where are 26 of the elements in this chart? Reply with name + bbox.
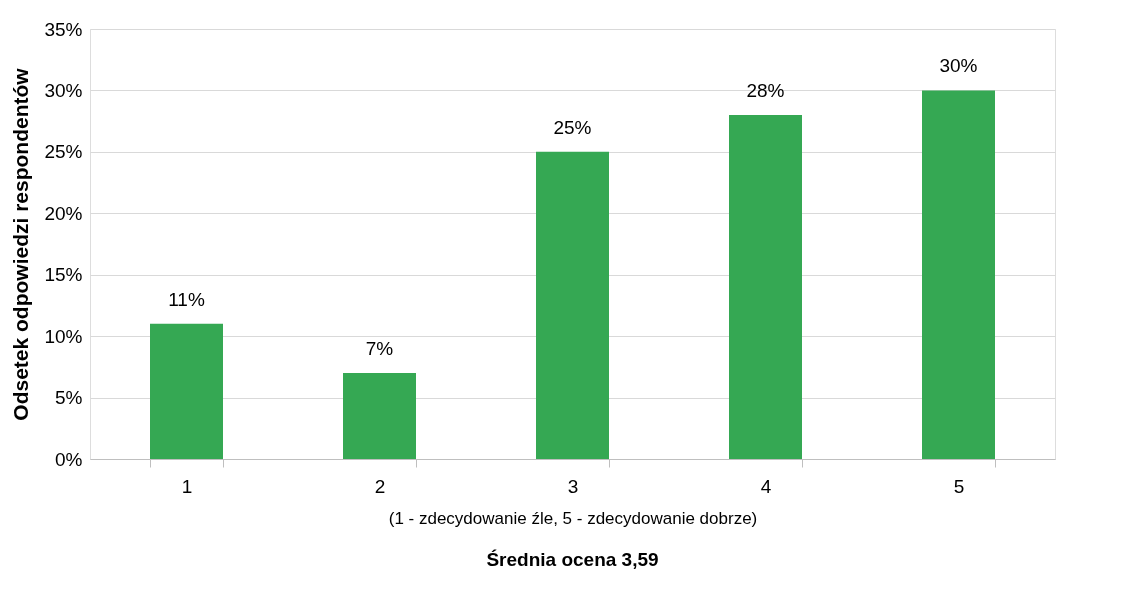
y-tick-label: 20%	[44, 202, 83, 224]
y-tick-label: 0%	[55, 448, 83, 470]
bar	[150, 323, 223, 459]
y-tick-label: 5%	[55, 387, 83, 409]
x-axis-title: (1 - zdecydowanie źle, 5 - zdecydowanie dobrze)	[388, 508, 758, 528]
data-label: 7%	[365, 338, 394, 359]
x-tick-label: 3	[567, 475, 579, 497]
y-tick-label: 30%	[44, 79, 83, 101]
y-tick-label: 10%	[44, 325, 83, 347]
bar	[536, 151, 609, 459]
y-axis-title: Odsetek odpowiedzi respondentów	[9, 67, 33, 421]
y-tick-label: 15%	[44, 264, 83, 286]
x-tick-label: 5	[953, 475, 965, 497]
data-label: 25%	[553, 116, 592, 138]
x-tick-label: 2	[374, 475, 386, 497]
y-tick-label: 25%	[44, 141, 83, 163]
text: Średnia ocena 3,59	[486, 549, 659, 570]
x-tick-label: 1	[181, 475, 193, 497]
y-tick-label: 35%	[44, 18, 83, 40]
data-label: 30%	[939, 55, 978, 77]
x-tick-label: 4	[760, 475, 772, 497]
data-label: 28%	[746, 80, 785, 101]
bar	[729, 115, 802, 459]
data-label: 11%	[168, 288, 205, 310]
bar	[343, 373, 416, 459]
bar	[922, 90, 995, 459]
